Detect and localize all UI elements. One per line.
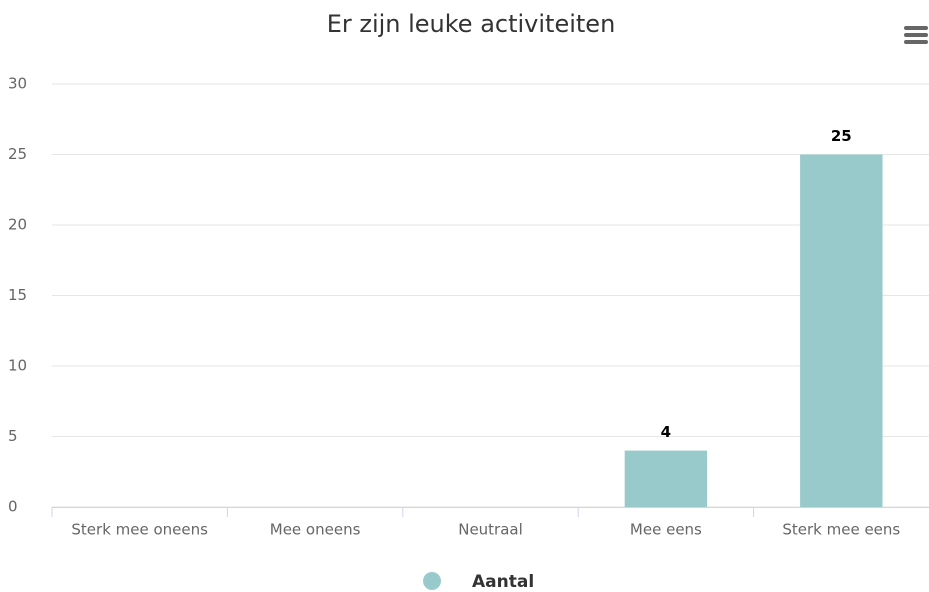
legend-marker	[423, 572, 441, 590]
x-tick-label: Sterk mee eens	[782, 521, 900, 539]
x-tick-label: Sterk mee oneens	[71, 521, 208, 539]
x-tick-label: Neutraal	[458, 521, 523, 539]
data-label: 25	[831, 127, 852, 145]
menu-bar[interactable]	[904, 40, 928, 44]
bar	[800, 154, 883, 507]
menu-icon[interactable]	[904, 26, 928, 44]
y-tick-label: 10	[8, 357, 27, 375]
y-tick-label: 25	[8, 145, 27, 163]
y-tick-label: 5	[8, 427, 18, 445]
chart-title: Er zijn leuke activiteiten	[327, 10, 616, 38]
menu-bar[interactable]	[904, 26, 928, 30]
x-tick-label: Mee oneens	[270, 521, 361, 539]
x-tick-label: Mee eens	[630, 521, 702, 539]
bar	[624, 450, 708, 507]
y-tick-label: 15	[8, 286, 27, 304]
menu-bar[interactable]	[904, 33, 928, 37]
data-label: 4	[661, 423, 671, 441]
y-tick-label: 0	[8, 498, 18, 516]
legend-label: Aantal	[472, 572, 534, 592]
y-tick-label: 20	[8, 216, 27, 234]
y-tick-label: 30	[8, 75, 27, 93]
